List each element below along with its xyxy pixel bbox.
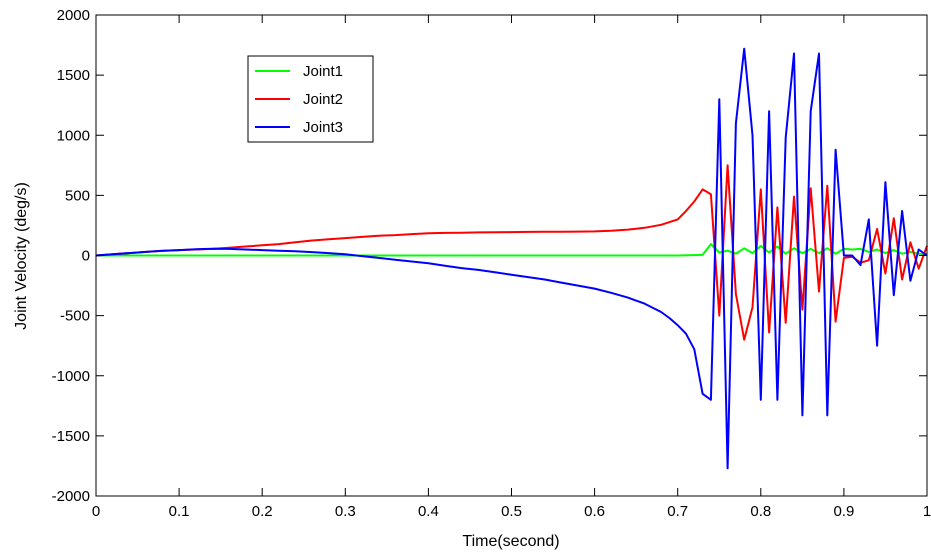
x-tick-label: 0.7 (667, 503, 688, 520)
x-tick-label: 0.2 (252, 503, 273, 520)
x-tick-label: 0.9 (833, 503, 854, 520)
tick-layer: 0 0.1 0.2 0.3 0.4 0.5 0.6 0.7 0.8 0.9 1 -2000 -1500 -… (52, 7, 931, 520)
y-tick-label: -1500 (52, 428, 90, 445)
legend-label-joint3: Joint3 (303, 119, 343, 136)
y-tick-label: -500 (60, 308, 90, 325)
x-tick-label: 0.1 (169, 503, 190, 520)
y-tick-label: -1000 (52, 368, 90, 385)
x-axis-label: Time(second) (462, 533, 559, 550)
legend-label-joint1: Joint1 (303, 63, 343, 80)
y-axis-label: Joint Velocity (deg/s) (13, 182, 30, 330)
series-line-joint3 (95, 47, 928, 470)
y-tick-label: 500 (65, 187, 90, 204)
series-line-joint2 (95, 164, 928, 341)
y-tick-label: -2000 (52, 488, 90, 505)
x-tick-label: 1 (923, 503, 931, 520)
x-tick-label: 0 (92, 503, 100, 520)
y-tick-label: 1500 (57, 67, 90, 84)
legend: Joint1 Joint2 Joint3 (247, 55, 374, 143)
x-tick-label: 0.5 (501, 503, 522, 520)
y-tick-label: 1000 (57, 127, 90, 144)
y-tick-label: 2000 (57, 7, 90, 24)
y-tick-label: 0 (82, 248, 90, 265)
legend-label-joint2: Joint2 (303, 91, 343, 108)
series-layer (95, 47, 928, 470)
x-tick-label: 0.4 (418, 503, 439, 520)
x-tick-label: 0.6 (584, 503, 605, 520)
x-tick-label: 0.8 (750, 503, 771, 520)
x-tick-label: 0.3 (335, 503, 356, 520)
